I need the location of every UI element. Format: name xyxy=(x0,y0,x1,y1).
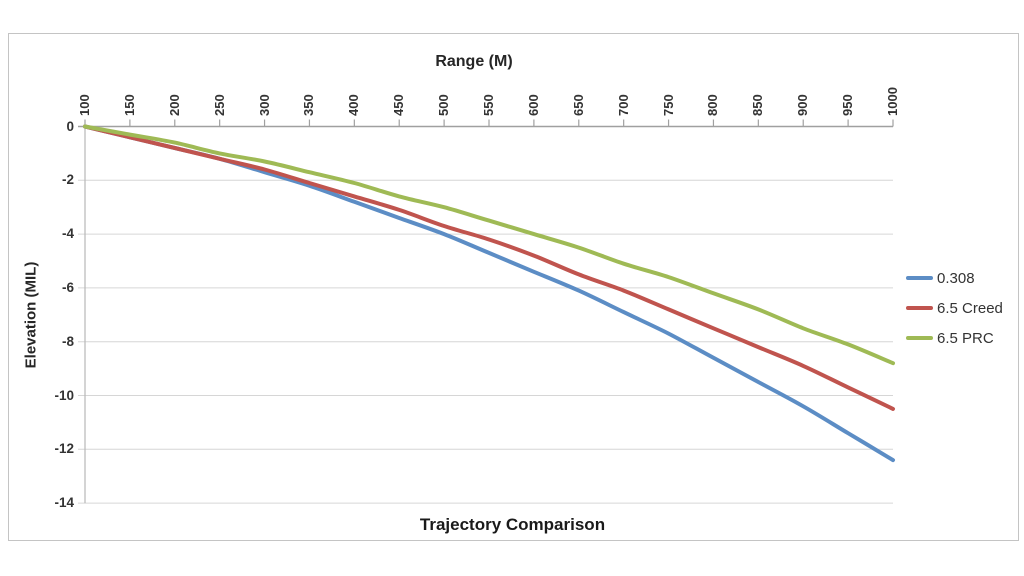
series-line-0-308 xyxy=(83,124,895,463)
x-tick-label: 600 xyxy=(525,94,541,116)
y-tick-label: -8 xyxy=(61,333,74,349)
y-tick-label: -4 xyxy=(61,226,74,242)
chart-title: Trajectory Comparison xyxy=(419,515,606,534)
y-tick-label: -2 xyxy=(61,172,74,188)
y-tick-label: -12 xyxy=(54,441,74,457)
x-tick-label: 650 xyxy=(570,94,586,116)
x-tick-label: 550 xyxy=(481,94,496,116)
legend-swatch xyxy=(906,336,933,340)
x-tick-label: 700 xyxy=(615,94,631,116)
x-tick-label: 1000 xyxy=(885,87,900,116)
legend-label: 6.5 Creed xyxy=(937,299,1003,317)
x-tick-label: 450 xyxy=(391,94,407,116)
x-axis-title: Range (M) xyxy=(435,53,513,70)
series-line-6-5-creed xyxy=(83,124,895,411)
legend-label: 6.5 PRC xyxy=(937,329,994,347)
y-tick-label: 0 xyxy=(66,118,74,134)
x-tick-label: 150 xyxy=(121,94,137,116)
x-tick-label: 350 xyxy=(301,94,317,116)
y-axis-title: Elevation (MIL) xyxy=(22,261,40,369)
x-tick-label: 500 xyxy=(436,94,452,116)
x-tick-label: 100 xyxy=(77,94,92,116)
x-tick-label: 950 xyxy=(840,94,856,116)
x-tick-label: 750 xyxy=(660,94,676,116)
y-tick-label: -10 xyxy=(54,387,74,403)
x-tick-label: 250 xyxy=(211,94,227,116)
legend-swatch xyxy=(906,306,933,310)
legend-row: 6.5 Creed xyxy=(906,293,1003,323)
series-line-6-5-prc xyxy=(83,124,895,366)
x-tick-label: 300 xyxy=(256,94,272,116)
x-tick-label: 850 xyxy=(750,94,766,116)
x-tick-label: 800 xyxy=(705,94,721,116)
x-tick-label: 400 xyxy=(346,94,362,116)
y-tick-label: -14 xyxy=(54,495,74,511)
legend-swatch xyxy=(906,276,933,280)
y-tick-label: -6 xyxy=(61,279,74,295)
legend: 0.308 6.5 Creed 6.5 PRC xyxy=(906,263,1003,353)
legend-row: 6.5 PRC xyxy=(906,323,1003,353)
plot-area xyxy=(78,119,895,504)
legend-row: 0.308 xyxy=(906,263,1003,293)
x-tick-label: 200 xyxy=(166,94,182,116)
chart-frame xyxy=(8,33,1019,541)
x-tick-label: 900 xyxy=(795,94,811,116)
legend-label: 0.308 xyxy=(937,269,975,287)
